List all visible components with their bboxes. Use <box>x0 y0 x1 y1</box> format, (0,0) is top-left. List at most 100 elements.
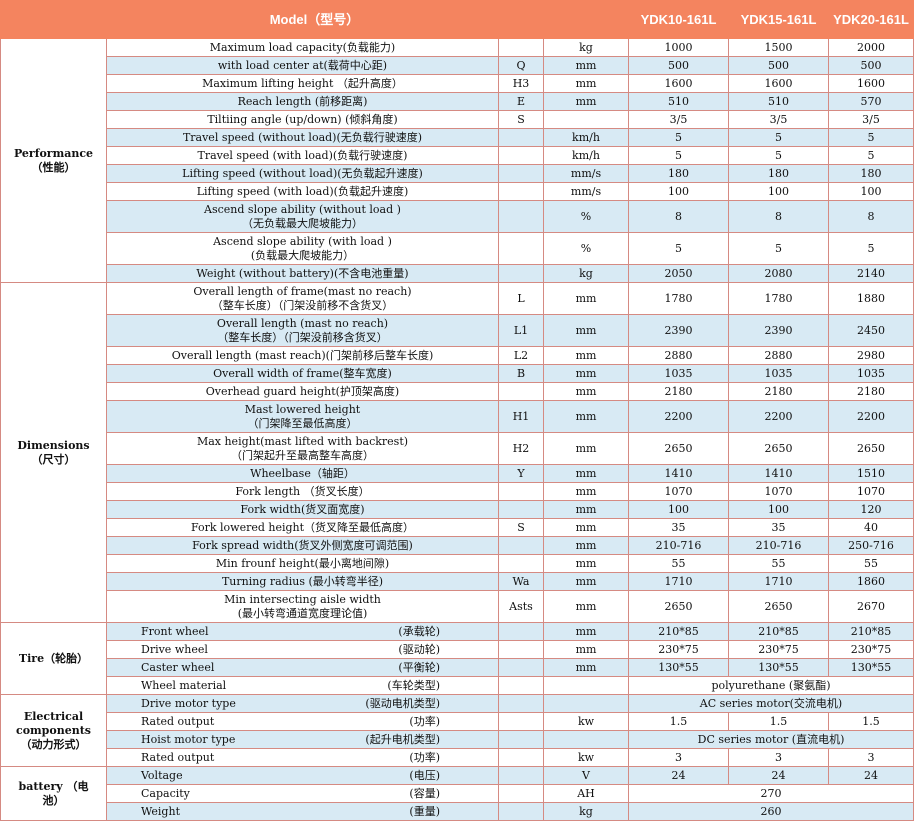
spec-value: 2650 <box>728 590 829 623</box>
spec-symbol <box>498 200 544 233</box>
spec-value: 5 <box>728 146 829 165</box>
spec-value: 2450 <box>828 314 914 347</box>
table-row: Performance （性能） Maximum load capacity(负载… <box>0 38 914 283</box>
table-row: Capacity (容量) AH 270 <box>0 784 914 803</box>
spec-value: 2650 <box>728 432 829 465</box>
spec-value: 500 <box>628 56 729 75</box>
spec-label: Overall length of frame(mast no reach) （… <box>106 282 499 315</box>
table-row: Travel speed (with load)(负载行驶速度) km/h 5 5 5 <box>0 146 914 165</box>
spec-unit <box>543 694 629 713</box>
spec-label: Rated output <box>141 750 215 764</box>
spec-unit: mm/s <box>543 182 629 201</box>
spec-value: 1070 <box>628 482 729 501</box>
spec-value: 2050 <box>628 264 729 283</box>
spec-label: Weight (without battery)(不含电池重量) <box>106 264 499 283</box>
spec-value: 180 <box>728 164 829 183</box>
section-title: Electrical components （动力形式） <box>0 694 107 767</box>
spec-value: 2390 <box>628 314 729 347</box>
spec-label: Weight <box>141 804 180 818</box>
spec-label-cn: (车轮类型) <box>387 678 440 692</box>
spec-value-merged: AC series motor(交流电机) <box>628 694 914 713</box>
spec-unit: mm <box>543 364 629 383</box>
spec-value: 130*55 <box>628 658 729 677</box>
table-row: Mast lowered height （门架降至最低高度） H1 mm 2200 22… <box>0 400 914 433</box>
spec-unit: mm/s <box>543 164 629 183</box>
table-row: Lifting speed (without load)(无负载起升速度) mm/… <box>0 164 914 183</box>
spec-value: 130*55 <box>828 658 914 677</box>
spec-label-cn: (功率) <box>409 750 440 764</box>
spec-value-merged: 260 <box>628 802 914 821</box>
spec-unit: mm <box>543 640 629 659</box>
spec-value: 5 <box>828 232 914 265</box>
spec-value: 100 <box>828 182 914 201</box>
spec-value: 1410 <box>628 464 729 483</box>
spec-value: 8 <box>628 200 729 233</box>
spec-value: 1.5 <box>828 712 914 731</box>
spec-label-cn: (驱动轮) <box>398 642 440 656</box>
spec-unit: mm <box>543 590 629 623</box>
spec-value-merged: DC series motor (直流电机) <box>628 730 914 749</box>
table-row: Fork width(货叉面宽度) mm 100 100 120 <box>0 500 914 519</box>
spec-symbol <box>498 182 544 201</box>
spec-value: 210*85 <box>628 622 729 641</box>
spec-label: Travel speed (with load)(负载行驶速度) <box>106 146 499 165</box>
spec-value: 55 <box>628 554 729 573</box>
spec-value: 1710 <box>628 572 729 591</box>
table-row: Ascend slope ability (with load ) (负载最大爬… <box>0 232 914 265</box>
spec-value: 1.5 <box>728 712 829 731</box>
table-row: Maximum lifting height （起升高度） H3 mm 1600 160… <box>0 74 914 93</box>
spec-unit <box>543 676 629 695</box>
spec-unit <box>543 110 629 129</box>
spec-value: 2880 <box>628 346 729 365</box>
spec-value: 3 <box>828 748 914 767</box>
spec-symbol: H2 <box>498 432 544 465</box>
spec-unit: % <box>543 232 629 265</box>
spec-value: 1880 <box>828 282 914 315</box>
spec-value: 35 <box>628 518 729 537</box>
table-row: Lifting speed (with load)(负载起升速度) mm/s 100… <box>0 182 914 201</box>
spec-value: 1410 <box>728 464 829 483</box>
spec-value: 5 <box>828 146 914 165</box>
spec-value: 3/5 <box>828 110 914 129</box>
table-row: Overhead guard height(护顶架高度) mm 2180 2180 21… <box>0 382 914 401</box>
spec-unit: kg <box>543 802 629 821</box>
spec-value: 230*75 <box>728 640 829 659</box>
spec-value-merged: 270 <box>628 784 914 803</box>
spec-unit: kw <box>543 712 629 731</box>
spec-label: Drive motor type <box>141 696 236 710</box>
spec-unit: km/h <box>543 146 629 165</box>
spec-value: 8 <box>728 200 829 233</box>
spec-unit: mm <box>543 622 629 641</box>
spec-value: 210-716 <box>728 536 829 555</box>
table-row: Tiltiing angle (up/down) (倾斜角度) S 3/5 3/5 3/… <box>0 110 914 129</box>
spec-label: Fork width(货叉面宽度) <box>106 500 499 519</box>
spec-label: Min intersecting aisle width (最小转弯通道宽度理论… <box>106 590 499 623</box>
spec-value: 2200 <box>828 400 914 433</box>
spec-symbol <box>498 164 544 183</box>
spec-value: 2200 <box>628 400 729 433</box>
spec-value: 100 <box>628 182 729 201</box>
spec-label-cell: Drive wheel (驱动轮) <box>106 640 499 659</box>
spec-label-cn: (平衡轮) <box>398 660 440 674</box>
spec-value: 1510 <box>828 464 914 483</box>
spec-value: 1600 <box>628 74 729 93</box>
spec-label-cell: Drive motor type (驱动电机类型) <box>106 694 499 713</box>
spec-label: Overhead guard height(护顶架高度) <box>106 382 499 401</box>
spec-value: 3/5 <box>728 110 829 129</box>
spec-symbol <box>498 146 544 165</box>
spec-symbol <box>498 128 544 147</box>
spec-label: Max height(mast lifted with backrest) （门… <box>106 432 499 465</box>
table-row: Weight (重量) kg 260 <box>0 802 914 821</box>
spec-label: with load center at(载荷中心距) <box>106 56 499 75</box>
spec-value: 1710 <box>728 572 829 591</box>
spec-value: 100 <box>728 182 829 201</box>
table-row: Ascend slope ability (without load ) （无负… <box>0 200 914 233</box>
spec-symbol: S <box>498 518 544 537</box>
spec-value: 500 <box>728 56 829 75</box>
spec-value: 3 <box>628 748 729 767</box>
model-name: YDK20-161L <box>828 0 914 39</box>
spec-symbol <box>498 658 544 677</box>
spec-label-cn: (承载轮) <box>398 624 440 638</box>
spec-label-cn: (电压) <box>409 768 440 782</box>
